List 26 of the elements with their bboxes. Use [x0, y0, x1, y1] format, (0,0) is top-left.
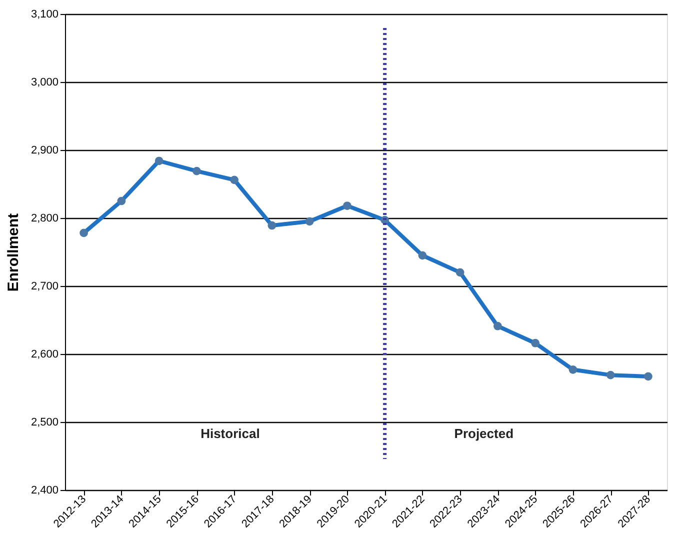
point: [80, 228, 88, 238]
y-tick-label: 2,900: [30, 144, 58, 156]
point: [568, 365, 578, 374]
point: [268, 221, 276, 230]
annotation: Projected: [454, 426, 514, 441]
y-tick-label: 3,100: [30, 8, 58, 20]
annotation: Historical: [200, 426, 260, 441]
point: [230, 176, 238, 184]
point: [644, 372, 652, 381]
point: [305, 217, 314, 226]
point: [192, 166, 201, 176]
point: [456, 268, 464, 277]
y-tick-label: 2,600: [30, 348, 58, 360]
y-tick-label: 2,800: [30, 212, 58, 224]
point: [494, 322, 502, 330]
y-axis-title: Enrollment: [4, 213, 22, 292]
point: [606, 370, 615, 380]
point: [418, 251, 427, 260]
y-tick-label: 2,500: [30, 416, 58, 428]
point: [117, 196, 126, 206]
y-tick-label: 2,400: [30, 484, 58, 496]
point: [531, 338, 540, 348]
y-tick-label: 2,700: [30, 280, 58, 292]
y-tick-label: 3,000: [30, 76, 58, 88]
point: [154, 156, 164, 166]
point: [343, 202, 352, 210]
